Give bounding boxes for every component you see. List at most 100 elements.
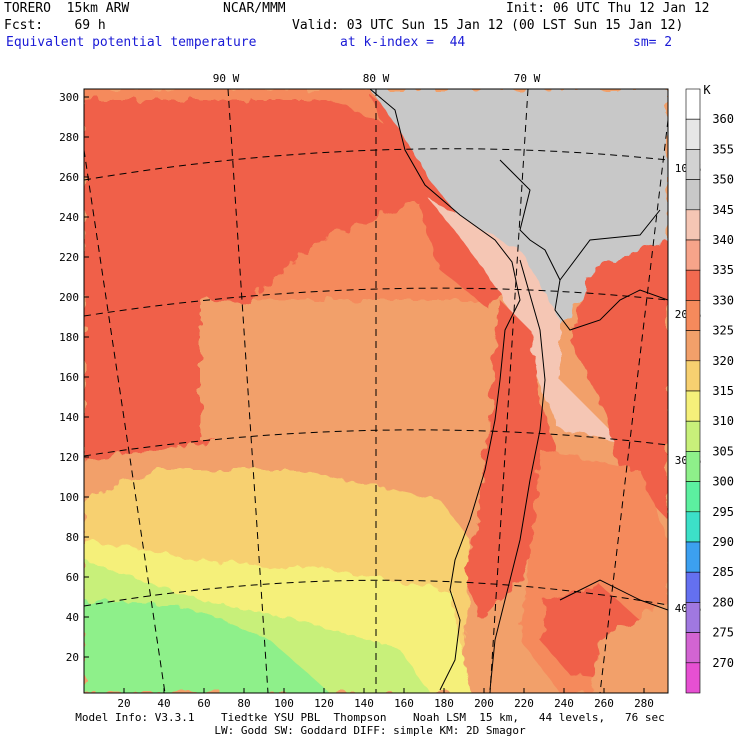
- colorbar-label: 340: [712, 233, 734, 247]
- colorbar-swatch: [685, 602, 701, 633]
- colorbar-swatch: [685, 149, 701, 180]
- x-tick-label: 120: [314, 697, 334, 710]
- colorbar-swatch: [685, 330, 701, 362]
- field-plot: [84, 89, 668, 693]
- y-tick-label: 120: [59, 451, 79, 464]
- meridian-label-80w: 80 W: [363, 72, 390, 85]
- valid-time: Valid: 03 UTC Sun 15 Jan 12 (00 LST Sun …: [292, 18, 684, 33]
- colorbar-label: 325: [712, 324, 734, 338]
- field-330-west: [84, 100, 420, 460]
- field-340-land: [430, 200, 620, 440]
- y-tick-label: 20: [66, 651, 79, 664]
- colorbar-label: 285: [712, 565, 734, 579]
- colorbar-swatch: [685, 571, 701, 603]
- x-axis: 20 40 60 80 100 120 140 160 180 200 220 240 260 280: [117, 688, 654, 710]
- colorbar-swatch: [685, 239, 701, 271]
- model-title: TORERO 15km ARW: [4, 1, 130, 16]
- x-tick-label: 60: [197, 697, 210, 710]
- y-tick-label: 60: [66, 571, 79, 584]
- y-tick-label: 200: [59, 291, 79, 304]
- border-andes: [489, 259, 546, 691]
- x-tick-label: 20: [117, 697, 130, 710]
- colorbar-swatch: [685, 632, 701, 664]
- coastline-east: [559, 579, 668, 611]
- x-tick-label: 140: [354, 697, 374, 710]
- colorbar-label: 345: [712, 203, 734, 217]
- footer-model-info: Model Info: V3.3.1 Tiedtke YSU PBL Thomp…: [75, 711, 665, 724]
- field-name: Equivalent potential temperature: [6, 35, 257, 50]
- colorbar-label: 355: [712, 142, 734, 156]
- colorbar-label: 360: [712, 112, 734, 126]
- colorbar-swatch: [685, 300, 701, 331]
- meridian-60w: [599, 119, 668, 693]
- field-330-coast-north: [370, 95, 500, 310]
- y-tick-label: 140: [59, 411, 79, 424]
- colorbar-swatch: [685, 118, 701, 150]
- colorbar-label: 290: [712, 535, 734, 549]
- colorbar-label: 295: [712, 505, 734, 519]
- colorbar-label: 330: [712, 293, 734, 307]
- x-tick-label: 40: [157, 697, 170, 710]
- colorbar-label: 305: [712, 444, 734, 458]
- y-tick-label: 260: [59, 171, 79, 184]
- colorbar-swatch: [685, 390, 701, 422]
- smoothing: sm= 2: [633, 35, 673, 50]
- colorbar-swatch: [685, 269, 701, 301]
- y-tick-label: 40: [66, 611, 79, 624]
- y-tick-label: 100: [59, 491, 79, 504]
- y-tick-label: 240: [59, 211, 79, 224]
- parallel-10s: [84, 148, 668, 181]
- colorbar-swatch: [685, 511, 701, 543]
- x-tick-label: 260: [594, 697, 614, 710]
- y-tick-label: 80: [66, 531, 79, 544]
- meridian-70w: [489, 89, 529, 693]
- parallel-20s: [84, 287, 668, 317]
- colorbar-swatch: [685, 662, 701, 694]
- colorbar-swatch: [685, 360, 701, 392]
- colorbar-swatch: [685, 209, 701, 241]
- meridian-label-90w: 90 W: [213, 72, 240, 85]
- colorbar-unit: K: [703, 83, 711, 97]
- colorbar-swatch: [685, 481, 701, 513]
- colorbar-swatch: [685, 451, 701, 482]
- colorbar-label: 310: [712, 414, 734, 428]
- center-name: NCAR/MMM: [223, 1, 286, 16]
- y-tick-label: 280: [59, 131, 79, 144]
- coastlines: [369, 89, 668, 691]
- field-320-se: [590, 600, 668, 693]
- colorbar-label: 280: [712, 595, 734, 609]
- meridian-90w: [227, 89, 269, 693]
- parallel-40s: [84, 579, 668, 607]
- y-tick-label: 220: [59, 251, 79, 264]
- colorbar-swatch: [685, 420, 701, 452]
- y-axis: 300 280 260 240 220 200 180 160 140 120 100 80 60 40 2…: [59, 91, 89, 664]
- field-330-east: [570, 240, 668, 520]
- parallel-30s: [84, 429, 668, 457]
- meridian-100w: [84, 149, 166, 693]
- x-tick-label: 160: [394, 697, 414, 710]
- colorbar-swatch: [685, 88, 701, 120]
- colorbar-label: 300: [712, 475, 734, 489]
- level-index: at k-index = 44: [340, 35, 466, 50]
- forecast-hour: Fcst: 69 h: [4, 18, 106, 33]
- footer-physics: LW: Godd SW: Goddard DIFF: simple KM: 2D…: [214, 724, 526, 737]
- colorbar-label: 270: [712, 656, 734, 670]
- x-tick-label: 100: [274, 697, 294, 710]
- colorbar-label: 315: [712, 384, 734, 398]
- init-time: Init: 06 UTC Thu 12 Jan 12: [506, 1, 710, 16]
- x-tick-label: 80: [237, 697, 250, 710]
- y-tick-label: 160: [59, 371, 79, 384]
- border-north: [559, 209, 661, 281]
- colorbar-label: 350: [712, 173, 734, 187]
- colorbar-label: 335: [712, 263, 734, 277]
- coastline-west: [369, 89, 521, 691]
- x-tick-label: 180: [434, 697, 454, 710]
- y-tick-label: 180: [59, 331, 79, 344]
- border-bolivia: [499, 159, 668, 331]
- x-tick-label: 200: [474, 697, 494, 710]
- colorbar-label: 275: [712, 626, 734, 640]
- field-320-center: [200, 300, 430, 440]
- y-tick-label: 300: [59, 91, 79, 104]
- colorbar: 360 355 350 345 340 335 330 325 320 315 310 305 300 2…: [685, 88, 734, 694]
